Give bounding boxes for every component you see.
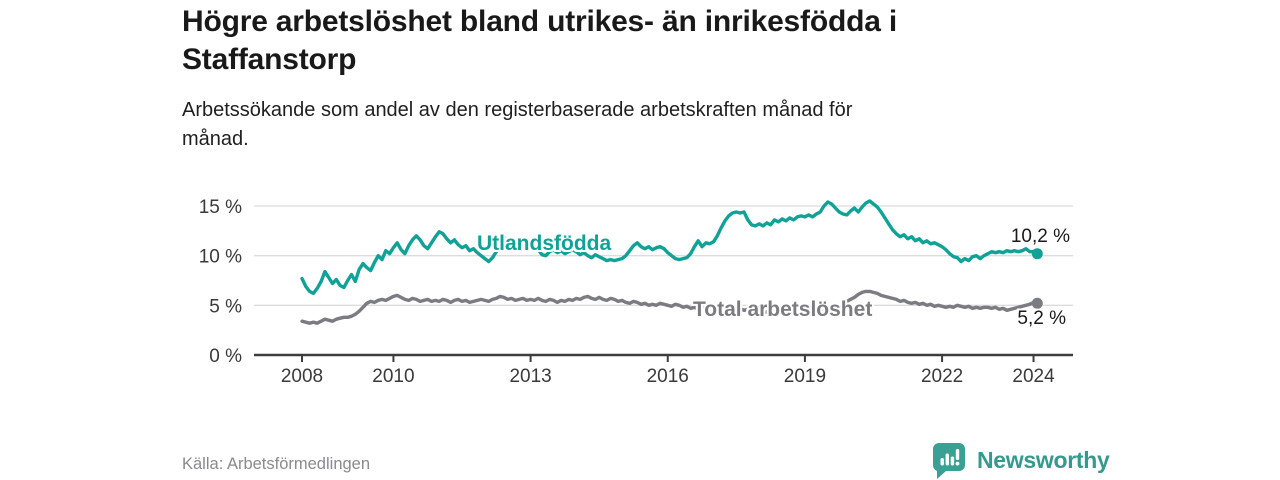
source-text: Källa: Arbetsförmedlingen <box>182 455 371 473</box>
total-line <box>300 289 1040 325</box>
bar-3 <box>950 456 955 466</box>
end-value-utlandsfodda: 10,2 % <box>1010 226 1070 247</box>
exclamation-dot <box>955 461 960 466</box>
x-tick-label-2010: 2010 <box>372 366 414 387</box>
newsworthy-logo: Newsworthy <box>930 441 1110 480</box>
utlandsfodda-end-dot <box>1031 248 1043 260</box>
subtitle: Arbetssökande som andel av den registerb… <box>182 96 1042 154</box>
x-tick-label-2019: 2019 <box>784 366 826 387</box>
total-end-dot <box>1031 297 1043 309</box>
page-title-line1: Högre arbetslöshet bland utrikes- än inr… <box>182 5 897 38</box>
end-value-total: 5,2 % <box>1017 308 1066 329</box>
utlandsfodda-line <box>300 199 1040 296</box>
x-tick-label-2016: 2016 <box>647 366 689 387</box>
y-tick-label-5: 5 % <box>209 296 242 317</box>
bar-2 <box>945 453 949 466</box>
series-label-utlandsfodda: Utlandsfödda <box>477 232 612 255</box>
y-tick-label-0: 0 % <box>209 346 242 367</box>
x-tick-label-2022: 2022 <box>921 366 963 387</box>
y-tick-label-10: 10 % <box>199 247 242 268</box>
newsworthy-bubble-chart-icon <box>932 443 965 479</box>
subtitle-line2: månad. <box>182 128 249 150</box>
y-tick-label-15: 15 % <box>199 197 242 218</box>
page-title: Högre arbetslöshet bland utrikes- än inr… <box>182 3 1072 79</box>
subtitle-line1: Arbetssökande som andel av den registerb… <box>182 99 853 121</box>
series-label-total: Total arbetslöshet <box>693 298 873 321</box>
x-tick-label-2008: 2008 <box>281 366 323 387</box>
x-tick-label-2013: 2013 <box>509 366 551 387</box>
exclamation-bar <box>955 449 960 460</box>
page-title-line2: Staffanstorp <box>182 43 357 76</box>
x-tick-label-2024: 2024 <box>1012 366 1055 387</box>
bar-1 <box>940 458 944 466</box>
brand-text: Newsworthy <box>977 447 1110 473</box>
